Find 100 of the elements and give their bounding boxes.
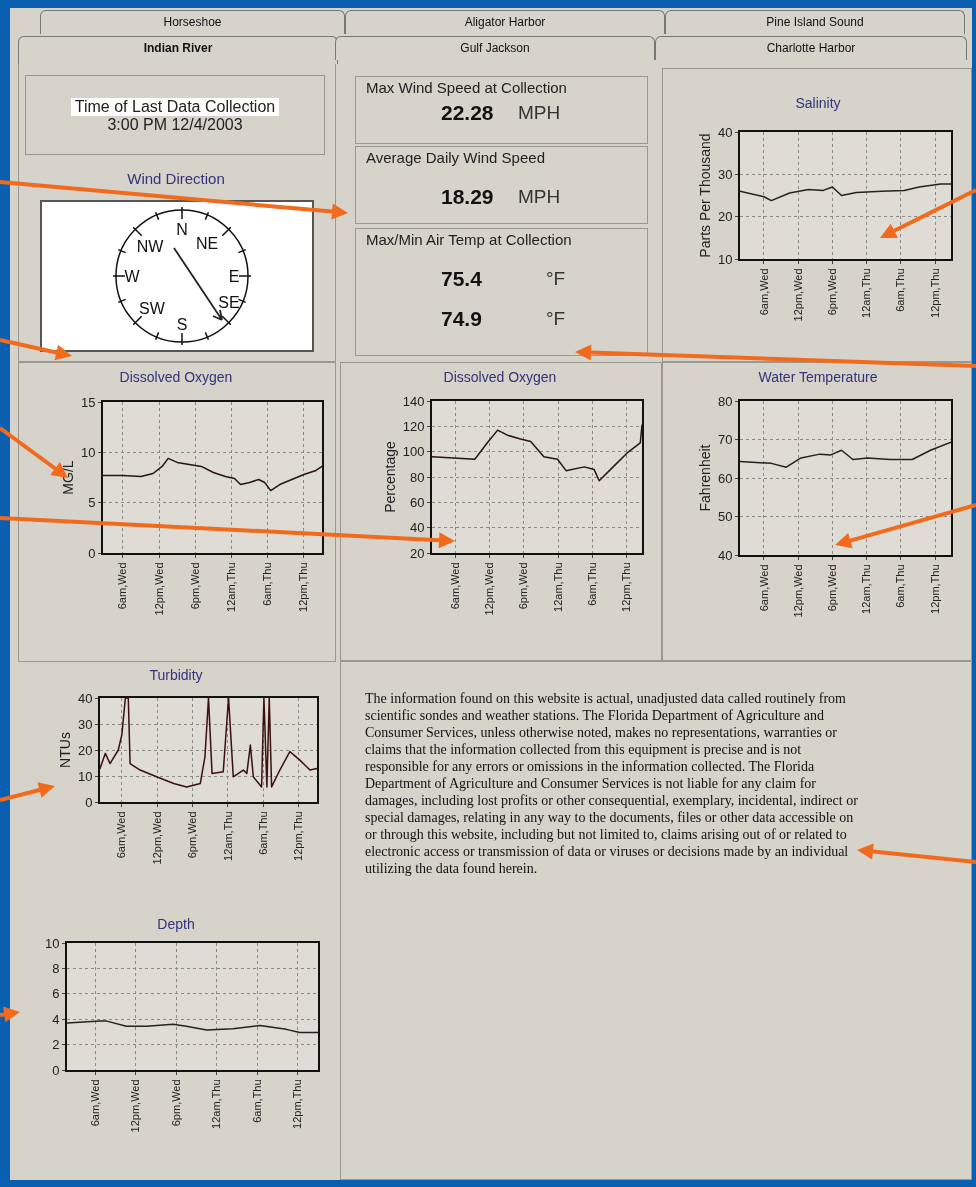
y-tick-label: 60 <box>717 470 733 486</box>
y-tick-label: 0 <box>88 545 96 561</box>
text: Gulf Jackson <box>335 36 655 60</box>
text: Average Daily Wind Speed <box>366 149 545 166</box>
x-tick-label: 6pm,Wed <box>517 562 530 610</box>
text: N <box>176 221 188 238</box>
x-tick-label: 12am,Thu <box>860 564 873 614</box>
x-tick-label: 6am,Thu <box>261 562 274 606</box>
x-tick-label: 12pm,Wed <box>791 564 804 618</box>
y-tick-label: 40 <box>77 690 93 706</box>
text: SW <box>139 300 166 317</box>
x-tick-label: 12pm,Thu <box>297 562 310 612</box>
chart-title: Dissolved Oxygen <box>119 368 233 385</box>
x-tick-label: 6am,Thu <box>894 268 907 312</box>
y-tick-label: 120 <box>402 418 425 434</box>
text: MPH <box>518 102 561 124</box>
y-tick-label: 50 <box>717 509 733 525</box>
x-tick-label: 6am,Wed <box>448 562 461 610</box>
y-axis-title: Fahrenheit <box>697 444 714 512</box>
chart-title: Dissolved Oxygen <box>443 368 557 385</box>
y-tick-label: 60 <box>409 494 425 510</box>
text: 3:00 PM 12/4/2003 <box>106 116 244 134</box>
x-tick-label: 12pm,Thu <box>928 564 941 614</box>
x-tick-label: 12am,Thu <box>551 562 564 612</box>
text: S <box>176 316 188 333</box>
text: °F <box>546 268 566 290</box>
x-tick-label: 6pm,Wed <box>186 811 199 859</box>
x-tick-label: 6am,Wed <box>115 811 128 859</box>
x-tick-label: 6pm,Wed <box>188 562 201 610</box>
x-tick-label: 12am,Thu <box>225 562 238 612</box>
y-axis-title: Parts Per Thousand <box>697 133 714 258</box>
text: Indian River <box>18 36 338 64</box>
y-tick-label: 30 <box>77 716 93 732</box>
y-tick-label: 15 <box>80 394 96 410</box>
y-tick-label: 10 <box>717 251 733 267</box>
text: 22.28 <box>441 101 494 125</box>
y-tick-label: 2 <box>52 1037 60 1053</box>
x-tick-label: 12pm,Thu <box>291 1079 304 1129</box>
y-tick-label: 6 <box>52 986 60 1002</box>
y-tick-label: 8 <box>52 960 60 976</box>
y-tick-label: 10 <box>80 444 96 460</box>
chart-title: Depth <box>157 915 195 932</box>
text: Max Wind Speed at Collection <box>366 79 567 96</box>
x-tick-label: 12am,Thu <box>210 1079 223 1129</box>
x-tick-label: 12pm,Wed <box>150 811 163 865</box>
x-tick-label: 6am,Wed <box>757 268 770 316</box>
y-tick-label: 80 <box>409 469 425 485</box>
x-tick-label: 6pm,Wed <box>169 1079 182 1127</box>
x-tick-label: 12pm,Wed <box>791 268 804 322</box>
y-tick-label: 20 <box>717 209 733 225</box>
y-tick-label: 4 <box>52 1011 60 1027</box>
x-tick-label: 12pm,Wed <box>483 562 496 616</box>
text: 74.9 <box>441 307 482 331</box>
x-tick-label: 6am,Wed <box>88 1079 101 1127</box>
y-tick-label: 80 <box>717 393 733 409</box>
x-tick-label: 6am,Thu <box>585 562 598 606</box>
y-tick-label: 10 <box>77 768 93 784</box>
x-tick-label: 12pm,Wed <box>129 1079 142 1133</box>
x-tick-label: 6am,Thu <box>250 1079 263 1123</box>
text: Time of Last Data Collection <box>70 98 280 116</box>
y-tick-label: 40 <box>717 547 733 563</box>
x-tick-label: 12pm,Thu <box>928 268 941 318</box>
x-tick-label: 12pm,Wed <box>152 562 165 616</box>
y-tick-label: 140 <box>402 393 425 409</box>
text: NW <box>136 238 165 255</box>
text: The information found on this website is actual, unadjusted data called routinely from scientific sondes and weather stations. The Florida Department of Agriculture and Consumer Services, unless otherwise noted, makes no representations, warranties or claims that the information collected from this equipment is precise and is not responsible for any errors or omissions in the information collected. The Florida Department of Agriculture and Consumer Services is not liable for any claim for damages, including lost profits or other consequential, exemplary, incidental, indirect or special damages, relating in any way to the documents, files or other data accessible on or through this website, including but not limited to, claims arising out of or related to electronic access or transmission of data or viruses or decisions made by an individual utilizing the data found herein. <box>365 691 858 876</box>
y-tick-label: 20 <box>409 545 425 561</box>
y-tick-label: 0 <box>52 1062 60 1078</box>
y-tick-label: 40 <box>409 520 425 536</box>
y-tick-label: 0 <box>85 794 93 810</box>
text: MPH <box>518 186 561 208</box>
y-tick-label: 100 <box>402 444 425 460</box>
x-tick-label: 6am,Thu <box>894 564 907 608</box>
chart-title: Water Temperature <box>758 368 878 385</box>
text: SE <box>218 294 240 311</box>
text: Wind Direction <box>126 170 226 187</box>
x-tick-label: 12am,Thu <box>860 268 873 318</box>
text: Pine Island Sound <box>665 10 965 34</box>
x-tick-label: 12pm,Thu <box>292 811 305 861</box>
text: Charlotte Harbor <box>655 36 967 60</box>
text: Aligator Harbor <box>345 10 665 34</box>
text: Horseshoe <box>40 10 345 34</box>
x-tick-label: 6am,Thu <box>256 811 269 855</box>
text: °F <box>546 308 566 330</box>
chart-title: Turbidity <box>149 666 203 683</box>
text: 18.29 <box>441 185 494 209</box>
text: Max/Min Air Temp at Collection <box>366 231 572 248</box>
y-tick-label: 40 <box>717 124 733 140</box>
y-tick-label: 10 <box>44 935 60 951</box>
text: 75.4 <box>441 267 482 291</box>
x-tick-label: 6pm,Wed <box>825 268 838 316</box>
x-tick-label: 6pm,Wed <box>825 564 838 612</box>
y-axis-title: Percentage <box>381 440 398 513</box>
y-tick-label: 70 <box>717 432 733 448</box>
text: NE <box>195 235 219 252</box>
y-tick-label: 30 <box>717 166 733 182</box>
x-tick-label: 12am,Thu <box>221 811 234 861</box>
x-tick-label: 12pm,Thu <box>620 562 633 612</box>
x-tick-label: 6am,Wed <box>757 564 770 612</box>
chart-title: Salinity <box>795 94 841 111</box>
